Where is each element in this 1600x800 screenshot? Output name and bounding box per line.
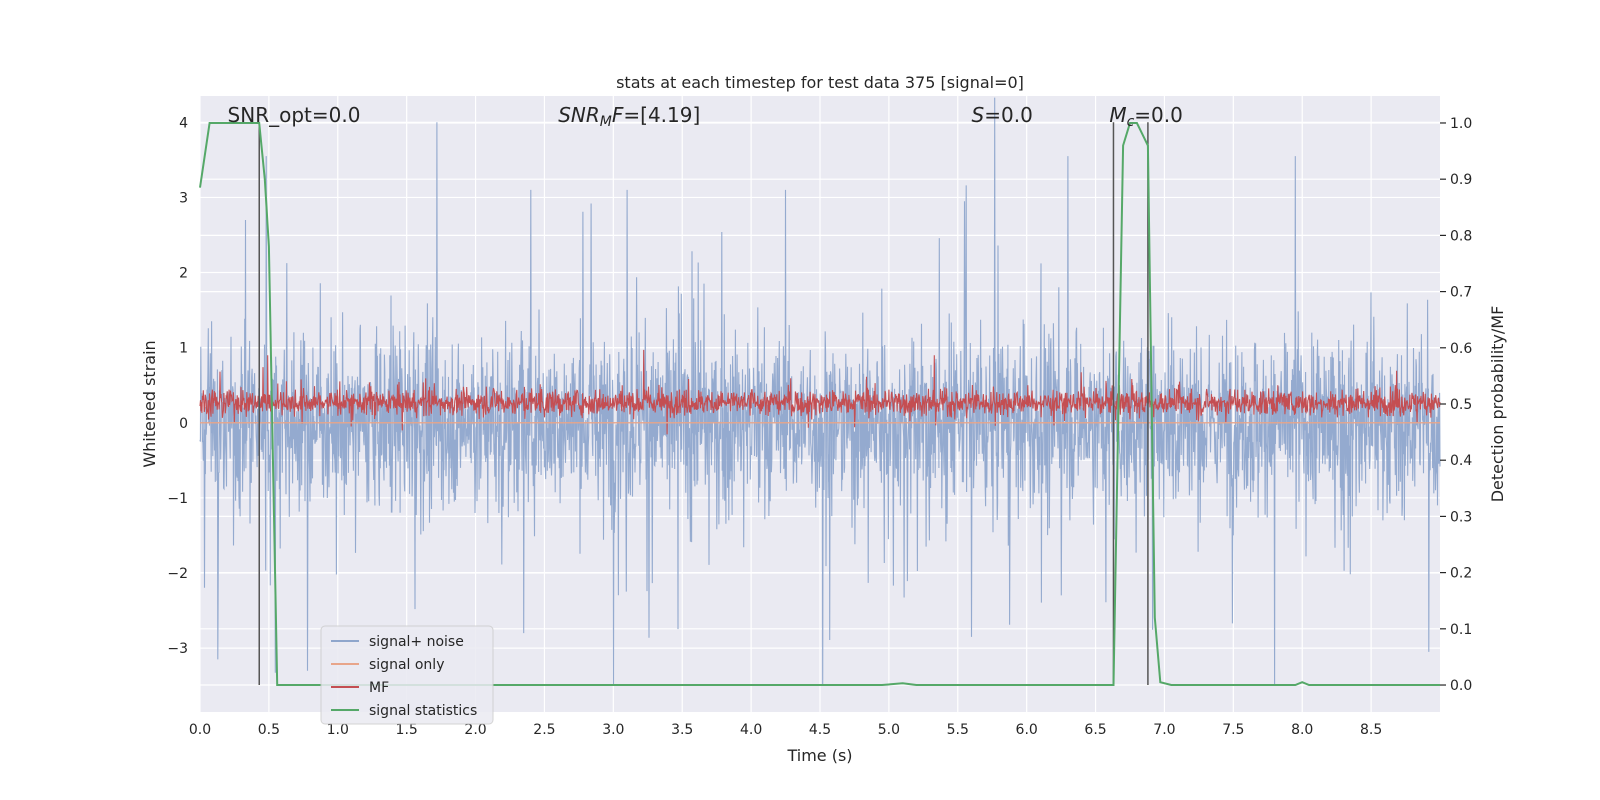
chart-title: stats at each timestep for test data 375… <box>616 73 1024 92</box>
x-tick-label: 3.5 <box>671 722 693 738</box>
x-tick-label: 2.0 <box>464 722 486 738</box>
y-right-tick-label: 0.2 <box>1450 566 1472 582</box>
x-tick-label: 6.5 <box>1084 722 1106 738</box>
y-right-axis-title: Detection probability/MF <box>1488 306 1507 503</box>
x-tick-label: 8.0 <box>1291 722 1313 738</box>
y-right-tick-label: 0.9 <box>1450 172 1472 188</box>
mf-line <box>199 349 1441 435</box>
y-right-tick-label: 0.1 <box>1450 622 1472 638</box>
annotation-text: SNR_opt=0.0 <box>228 103 361 127</box>
y-tick-label: 2 <box>179 266 188 282</box>
legend-box <box>320 625 494 725</box>
x-tick-label: 1.5 <box>396 722 418 738</box>
y-tick-label: 3 <box>179 190 188 206</box>
y-right-tick-label: 0.3 <box>1450 509 1472 525</box>
y-axis-title: Whitened strain <box>140 340 159 467</box>
y-tick-label: 1 <box>179 341 188 357</box>
x-axis-title: Time (s) <box>786 746 852 765</box>
y-right-tick-label: 0.5 <box>1450 397 1472 413</box>
y-right-tick-label: 0.6 <box>1450 341 1472 357</box>
y-tick-label: −2 <box>167 566 188 582</box>
y-right-tick-label: 0.7 <box>1450 285 1472 301</box>
x-tick-label: 4.5 <box>809 722 831 738</box>
legend-label: signal only <box>369 657 444 673</box>
x-tick-label: 5.0 <box>878 722 900 738</box>
x-tick-label: 8.5 <box>1360 722 1382 738</box>
x-tick-label: 7.0 <box>1153 722 1175 738</box>
legend-label: signal statistics <box>369 703 477 719</box>
x-tick-label: 7.5 <box>1222 722 1244 738</box>
x-tick-label: 3.0 <box>602 722 624 738</box>
signal-statistics-line <box>199 122 1440 686</box>
y-tick-label: 0 <box>179 416 188 432</box>
y-tick-label: −1 <box>167 491 188 507</box>
y-tick-label: 4 <box>179 115 188 131</box>
axes: 0.0 0.5 1.0 1.5 2.0 2.5 3.0 3.5 4.0 4.5 5.0 5.5 6.0 6… <box>167 115 1472 738</box>
annotation-text: Mc=0.0 <box>1109 103 1183 130</box>
vertical-markers <box>258 122 1149 686</box>
x-tick-label: 4.0 <box>740 722 762 738</box>
y-right-tick-label: 1.0 <box>1450 116 1472 132</box>
x-tick-label: 6.0 <box>1016 722 1038 738</box>
annotations: SNR_opt=0.0 SNRMF=[4.19] S=0.0 Mc=0.0 <box>228 103 1183 130</box>
x-tick-label: 2.5 <box>533 722 555 738</box>
legend: signal+ noise signal only MF signal statist… <box>320 625 494 725</box>
legend-label: MF <box>369 680 389 696</box>
x-tick-label: 1.0 <box>327 722 349 738</box>
y-right-tick-label: 0.8 <box>1450 228 1472 244</box>
signal-statistics-series <box>199 122 1440 686</box>
mf-series <box>199 349 1441 435</box>
y-right-tick-label: 0.0 <box>1450 678 1472 694</box>
legend-label: signal+ noise <box>369 634 464 650</box>
annotation-text: S=0.0 <box>972 103 1033 127</box>
x-tick-label: 0.0 <box>189 722 211 738</box>
x-tick-label: 0.5 <box>258 722 280 738</box>
annotation-text: SNRMF=[4.19] <box>558 103 700 130</box>
y-right-tick-label: 0.4 <box>1450 453 1472 469</box>
y-tick-label: −3 <box>167 641 188 657</box>
x-tick-label: 5.5 <box>947 722 969 738</box>
